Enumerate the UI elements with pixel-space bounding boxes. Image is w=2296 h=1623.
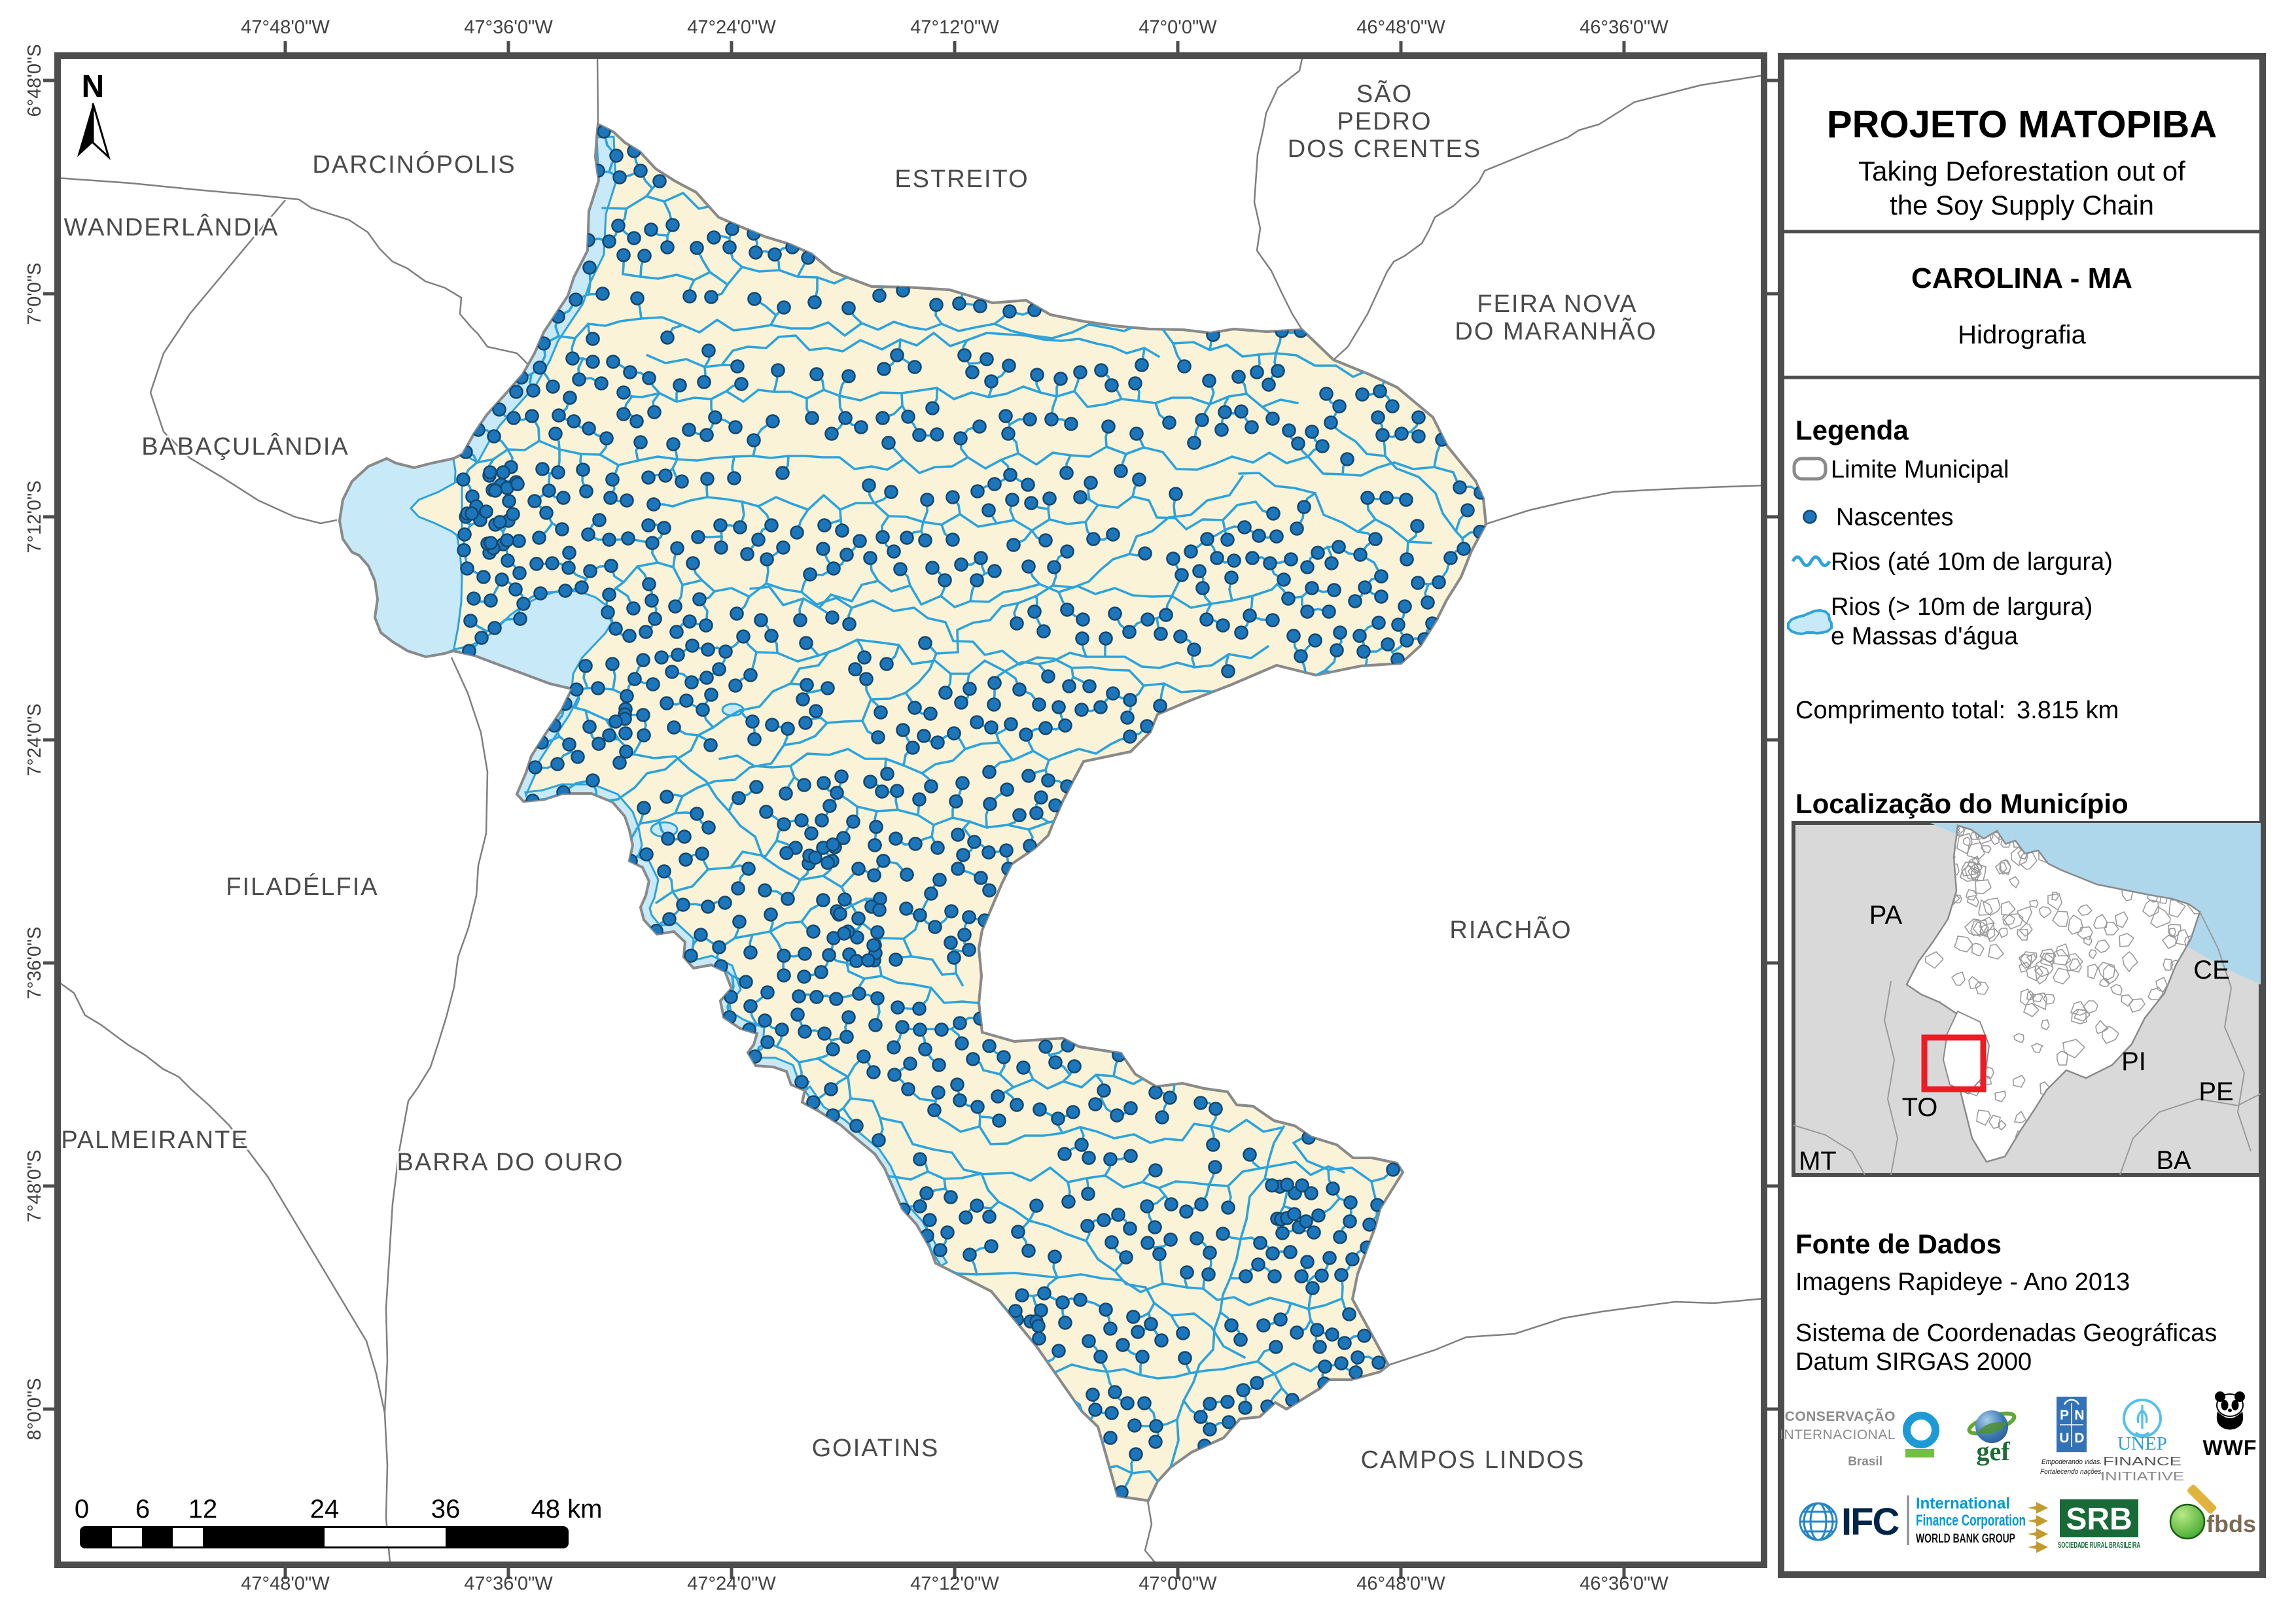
svg-text:46°48'0"W: 46°48'0"W xyxy=(1356,17,1445,38)
svg-text:Localização do Município: Localização do Município xyxy=(1795,788,2128,819)
svg-text:46°36'0"W: 46°36'0"W xyxy=(1580,1573,1669,1594)
svg-text:Empoderando vidas.: Empoderando vidas. xyxy=(2041,1458,2102,1466)
svg-text:47°36'0"W: 47°36'0"W xyxy=(464,17,553,38)
svg-text:IFC: IFC xyxy=(1841,1501,1899,1543)
svg-text:Brasil: Brasil xyxy=(1848,1455,1882,1469)
svg-text:SÃO: SÃO xyxy=(1356,80,1413,108)
svg-text:47°12'0"W: 47°12'0"W xyxy=(910,1573,999,1594)
svg-text:TO: TO xyxy=(1902,1093,1938,1122)
svg-text:N: N xyxy=(2074,1408,2084,1423)
svg-text:SOCIEDADE RURAL BRASILEIRA: SOCIEDADE RURAL BRASILEIRA xyxy=(2058,1540,2140,1550)
svg-text:BABAÇULÂNDIA: BABAÇULÂNDIA xyxy=(141,432,349,461)
svg-text:Imagens Rapideye - Ano 2013: Imagens Rapideye - Ano 2013 xyxy=(1795,1268,2130,1296)
svg-text:PI: PI xyxy=(2121,1047,2146,1076)
svg-text:the Soy Supply Chain: the Soy Supply Chain xyxy=(1890,190,2154,220)
svg-text:3.815 km: 3.815 km xyxy=(2017,697,2119,724)
svg-text:BA: BA xyxy=(2156,1146,2191,1175)
svg-text:Limite Municipal: Limite Municipal xyxy=(1831,456,2009,483)
svg-text:6: 6 xyxy=(135,1495,150,1524)
svg-text:7°12'0"S: 7°12'0"S xyxy=(24,480,45,553)
svg-text:SRB: SRB xyxy=(2066,1502,2132,1537)
svg-text:Rios (> 10m de largura): Rios (> 10m de largura) xyxy=(1831,593,2093,621)
svg-text:6°48'0"S: 6°48'0"S xyxy=(24,44,45,116)
svg-text:Comprimento total:: Comprimento total: xyxy=(1795,697,2005,724)
svg-text:47°36'0"W: 47°36'0"W xyxy=(464,1573,553,1594)
svg-text:FEIRA NOVA: FEIRA NOVA xyxy=(1477,290,1637,318)
svg-text:Hidrografia: Hidrografia xyxy=(1958,321,2086,349)
svg-text:47°24'0"W: 47°24'0"W xyxy=(687,17,776,38)
svg-text:Nascentes: Nascentes xyxy=(1836,504,1954,531)
svg-text:GOIATINS: GOIATINS xyxy=(812,1435,940,1462)
svg-text:Fortalecendo nações.: Fortalecendo nações. xyxy=(2040,1468,2103,1476)
svg-text:gef: gef xyxy=(1976,1437,2010,1466)
svg-text:CE: CE xyxy=(2193,956,2230,985)
svg-text:7°0'0"S: 7°0'0"S xyxy=(24,262,45,324)
svg-text:7°48'0"S: 7°48'0"S xyxy=(24,1149,45,1222)
svg-text:P: P xyxy=(2060,1408,2069,1423)
svg-text:fbds: fbds xyxy=(2206,1510,2256,1537)
svg-text:Sistema de Coordenadas Geográf: Sistema de Coordenadas Geográficas xyxy=(1795,1319,2217,1347)
svg-text:International: International xyxy=(1916,1495,2010,1512)
svg-text:U: U xyxy=(2059,1431,2069,1446)
svg-text:PROJETO MATOPIBA: PROJETO MATOPIBA xyxy=(1827,103,2217,146)
svg-text:0: 0 xyxy=(75,1495,89,1524)
svg-text:CONSERVAÇÃO: CONSERVAÇÃO xyxy=(1785,1409,1896,1424)
svg-text:Legenda: Legenda xyxy=(1795,415,1909,445)
svg-text:WORLD BANK GROUP: WORLD BANK GROUP xyxy=(1916,1532,2015,1546)
svg-text:CAMPOS LINDOS: CAMPOS LINDOS xyxy=(1361,1446,1585,1474)
svg-text:Finance Corporation: Finance Corporation xyxy=(1916,1512,2026,1529)
svg-text:46°48'0"W: 46°48'0"W xyxy=(1356,1573,1445,1594)
svg-text:47°24'0"W: 47°24'0"W xyxy=(687,1573,776,1594)
svg-text:47°12'0"W: 47°12'0"W xyxy=(910,17,999,38)
svg-text:FINANCE: FINANCE xyxy=(2103,1455,2181,1468)
svg-text:Taking Deforestation out of: Taking Deforestation out of xyxy=(1858,156,2185,186)
svg-text:47°48'0"W: 47°48'0"W xyxy=(241,17,330,38)
svg-text:12: 12 xyxy=(188,1495,218,1524)
svg-text:8°0'0"S: 8°0'0"S xyxy=(24,1378,45,1440)
svg-text:7°36'0"S: 7°36'0"S xyxy=(24,926,45,999)
svg-text:DO MARANHÃO: DO MARANHÃO xyxy=(1455,317,1657,345)
svg-text:INTERNACIONAL: INTERNACIONAL xyxy=(1780,1427,1896,1442)
svg-text:N: N xyxy=(82,69,105,104)
svg-text:WANDERLÂNDIA: WANDERLÂNDIA xyxy=(64,213,279,241)
svg-text:e Massas d'água: e Massas d'água xyxy=(1831,623,2019,650)
svg-text:FILADÉLFIA: FILADÉLFIA xyxy=(226,873,378,901)
svg-text:47°48'0"W: 47°48'0"W xyxy=(241,1573,330,1594)
svg-text:Datum SIRGAS 2000: Datum SIRGAS 2000 xyxy=(1795,1348,2032,1376)
svg-text:ESTREITO: ESTREITO xyxy=(894,166,1029,193)
svg-text:BARRA DO OURO: BARRA DO OURO xyxy=(397,1149,624,1176)
svg-text:PA: PA xyxy=(1869,901,1903,930)
svg-text:48 km: 48 km xyxy=(531,1495,603,1524)
svg-text:24: 24 xyxy=(310,1495,340,1524)
svg-text:UNEP: UNEP xyxy=(2117,1433,2167,1454)
svg-text:INITIATIVE: INITIATIVE xyxy=(2100,1470,2184,1483)
svg-text:47°0'0"W: 47°0'0"W xyxy=(1139,17,1217,38)
svg-text:36: 36 xyxy=(431,1495,461,1524)
svg-text:7°24'0"S: 7°24'0"S xyxy=(24,703,45,776)
svg-text:D: D xyxy=(2074,1431,2084,1446)
svg-text:WWF: WWF xyxy=(2203,1436,2257,1459)
svg-text:Fonte de Dados: Fonte de Dados xyxy=(1795,1229,2002,1259)
svg-text:47°0'0"W: 47°0'0"W xyxy=(1139,1573,1217,1594)
svg-text:DOS CRENTES: DOS CRENTES xyxy=(1288,135,1481,163)
svg-text:PALMEIRANTE: PALMEIRANTE xyxy=(61,1126,249,1154)
svg-text:CAROLINA - MA: CAROLINA - MA xyxy=(1911,262,2132,294)
svg-text:46°36'0"W: 46°36'0"W xyxy=(1580,17,1669,38)
svg-text:PEDRO: PEDRO xyxy=(1337,108,1432,135)
svg-text:DARCINÓPOLIS: DARCINÓPOLIS xyxy=(312,150,516,179)
svg-text:PE: PE xyxy=(2199,1077,2233,1106)
svg-text:Rios (até 10m de largura): Rios (até 10m de largura) xyxy=(1831,548,2113,576)
svg-text:RIACHÃO: RIACHÃO xyxy=(1449,916,1572,944)
svg-text:MT: MT xyxy=(1799,1147,1837,1176)
